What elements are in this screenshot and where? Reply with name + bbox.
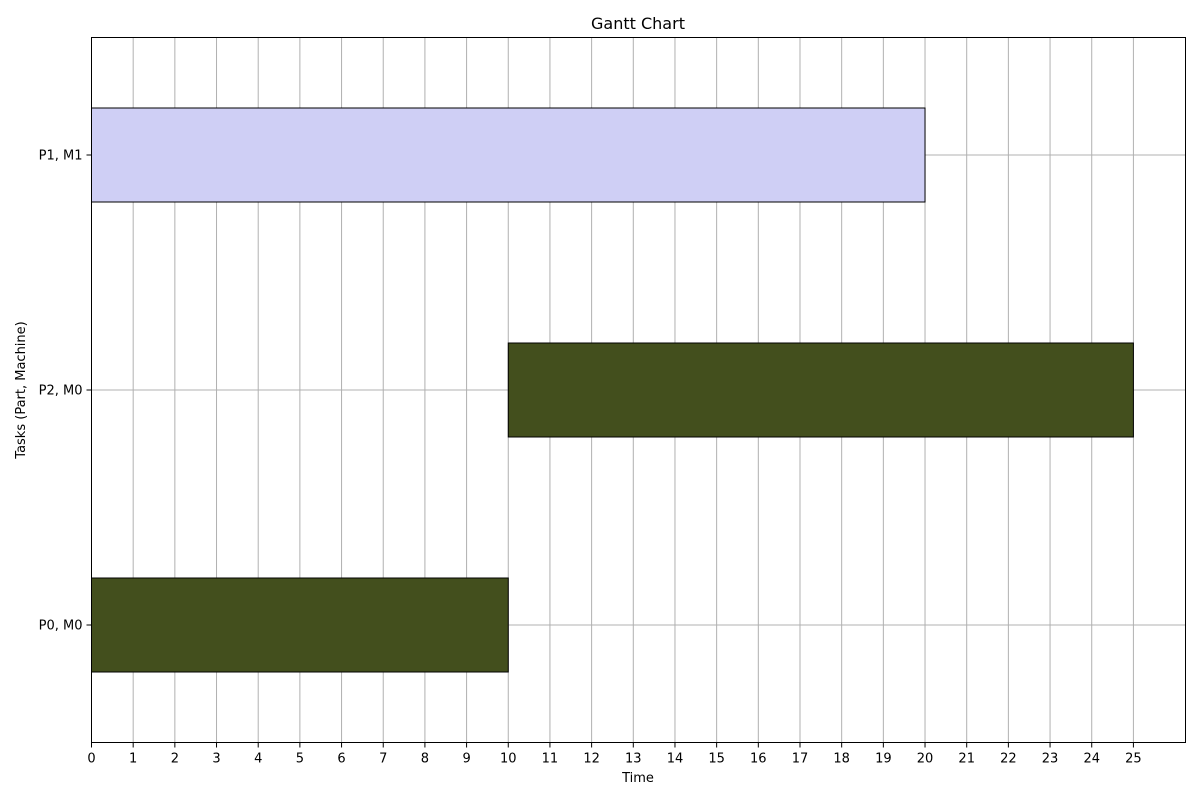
task-bar-0 (91, 577, 509, 673)
x-tick-label: 1 (129, 752, 137, 767)
x-tick-label: 14 (667, 752, 684, 767)
x-axis-label: Time (621, 771, 654, 786)
axis-layer: 0 1 2 3 4 5 6 7 8 9 10 11 12 13 14 15 16 17 18 19 20 21 22 23 24… (39, 37, 1186, 767)
x-tick-label: 11 (542, 752, 559, 767)
x-tick-label: 16 (750, 752, 767, 767)
x-tick-label: 13 (625, 752, 642, 767)
x-tick-label: 17 (792, 752, 809, 767)
x-tick-label: 6 (337, 752, 345, 767)
x-tick-label: 23 (1042, 752, 1059, 767)
x-tick-label: 0 (87, 752, 95, 767)
x-tick-label: 2 (171, 752, 179, 767)
x-tick-label: 5 (296, 752, 304, 767)
y-tick-label: P1, M1 (39, 149, 83, 164)
task-bar-1 (507, 342, 1134, 438)
x-tick-label: 7 (379, 752, 387, 767)
x-tick-label: 21 (958, 752, 975, 767)
x-tick-label: 24 (1083, 752, 1100, 767)
x-tick-label: 8 (421, 752, 429, 767)
x-tick-label: 10 (500, 752, 517, 767)
x-tick-label: 15 (708, 752, 725, 767)
x-tick-label: 9 (462, 752, 470, 767)
x-tick-label: 25 (1125, 752, 1142, 767)
x-tick-label: 4 (254, 752, 262, 767)
bar-layer (91, 107, 1134, 673)
x-tick-label: 22 (1000, 752, 1017, 767)
x-tick-label: 20 (917, 752, 934, 767)
x-tick-label: 3 (212, 752, 220, 767)
x-tick-label: 19 (875, 752, 892, 767)
y-tick-label: P2, M0 (39, 384, 83, 399)
task-bar-2 (91, 107, 926, 203)
y-axis-label: Tasks (Part, Machine) (14, 321, 29, 459)
x-tick-label: 18 (833, 752, 850, 767)
x-tick-label: 12 (583, 752, 600, 767)
y-tick-label: P0, M0 (39, 619, 83, 634)
plot-frame (91, 37, 1186, 743)
chart-title: Gantt Chart (591, 14, 685, 33)
